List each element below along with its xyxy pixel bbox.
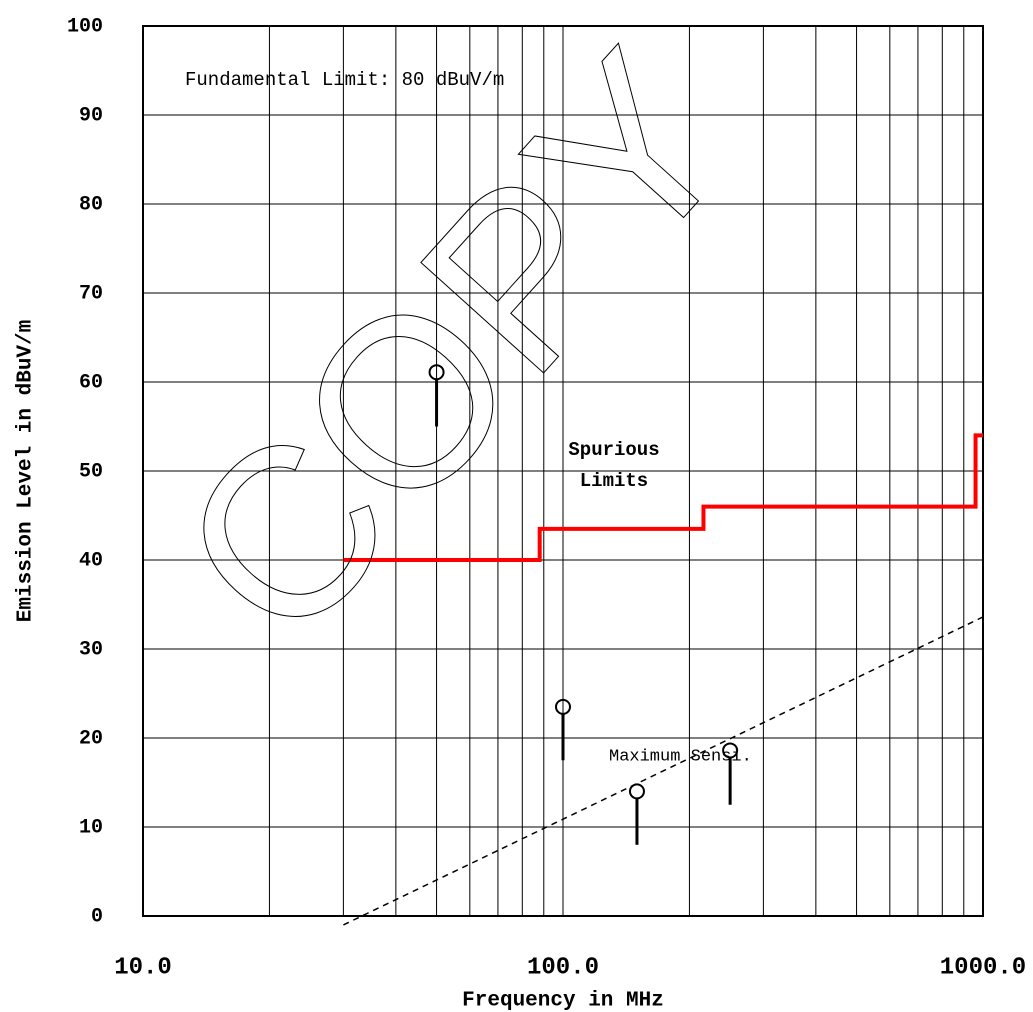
- x-tick-label: 100.0: [527, 954, 599, 981]
- y-tick-label: 50: [79, 460, 103, 483]
- measurement-peak: [722, 742, 739, 759]
- y-axis-label: Emission Level in dBuV/m: [15, 320, 38, 622]
- y-tick-label: 80: [79, 193, 103, 216]
- y-tick-label: 30: [79, 638, 103, 661]
- annotation: Limits: [580, 470, 648, 492]
- sensitivity-line: [343, 616, 984, 926]
- limit-line: [343, 433, 983, 562]
- y-tick-label: 100: [67, 15, 103, 38]
- y-tick-label: 20: [79, 727, 103, 750]
- y-tick-label: 90: [79, 104, 103, 127]
- y-tick-label: 10: [79, 816, 103, 839]
- measurement-peak: [555, 698, 571, 715]
- measurement-peak: [628, 783, 645, 800]
- y-tick-label: 0: [91, 905, 103, 928]
- watermark: COPY: [128, 4, 782, 689]
- x-tick-label: 1000.0: [940, 954, 1026, 981]
- marks: [142, 25, 984, 926]
- measurement-peak: [428, 364, 445, 381]
- x-tick-label: 10.0: [114, 954, 172, 981]
- annotation: Maximum Sensi.: [609, 747, 752, 766]
- annotation: Fundamental Limit: 80 dBuV/m: [185, 69, 504, 91]
- y-tick-label: 40: [79, 549, 103, 572]
- annotation: Spurious: [568, 439, 659, 461]
- y-tick-label: 60: [79, 371, 103, 394]
- x-axis-label: Frequency in MHz: [462, 990, 664, 1012]
- y-tick-label: 70: [79, 282, 103, 305]
